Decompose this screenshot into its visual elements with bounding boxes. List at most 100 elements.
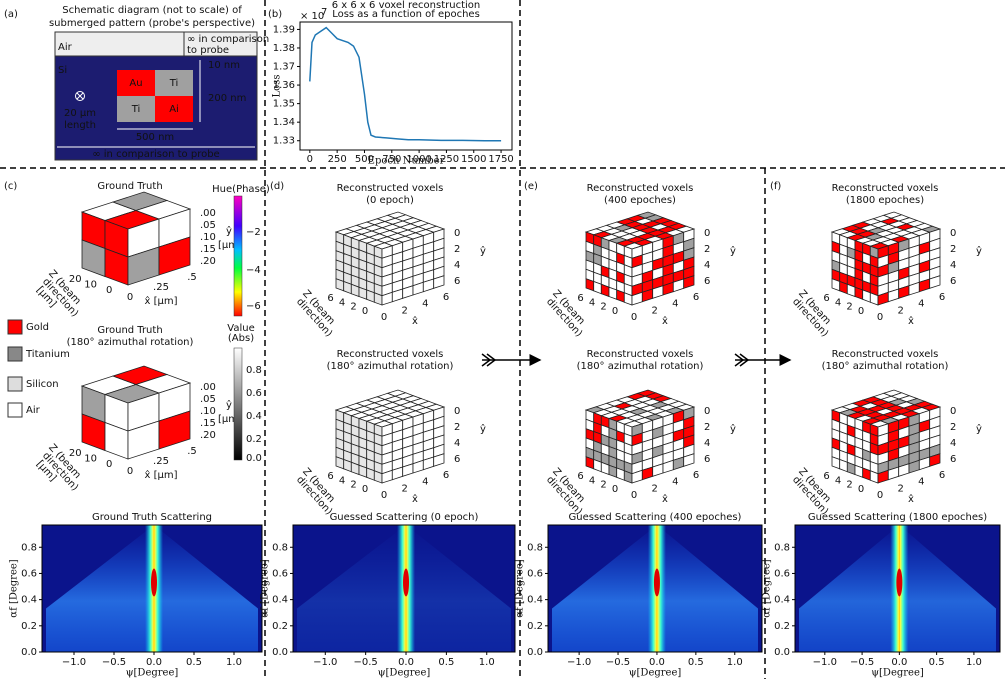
cube-x-tick: 0 [381, 490, 387, 501]
x-tick-label: 1.0 [479, 657, 495, 668]
cube-y-label: ŷ [226, 399, 232, 411]
cube-y-tick: 0 [950, 406, 956, 417]
air-label: Air [58, 42, 73, 53]
cube-y-tick: 6 [950, 454, 956, 465]
cube-x-tick: 2 [897, 305, 903, 316]
x-axis-label: ψ[Degree] [871, 668, 924, 679]
cube-x-label: x̂ [908, 493, 914, 505]
x-tick-label: 1750 [488, 154, 513, 165]
cube-y-label: ŷ [730, 423, 736, 435]
y-axis-label: αf [Degree] [9, 559, 20, 617]
cube-title: (1800 epoches) [846, 195, 924, 206]
cube-y-tick: 6 [454, 454, 460, 465]
cube-z-tick: 20 [69, 448, 82, 459]
x-tick-label: 0.5 [929, 657, 945, 668]
colorbar-hue [234, 196, 242, 316]
y-tick-label: 0.0 [21, 647, 37, 658]
cube-x-tick: 0 [127, 466, 133, 477]
y-axis-label: Loss [272, 75, 283, 98]
cube-y-tick: 0 [454, 406, 460, 417]
y-tick-label: 0.4 [21, 595, 37, 606]
cube-x-tick: 2 [401, 305, 407, 316]
cube-z-label: Z (beamdirection) [789, 288, 838, 339]
cube-x-label: x̂ [908, 315, 914, 327]
cube-y-tick: 6 [454, 276, 460, 287]
cube-z-tick: 10 [84, 280, 97, 291]
cube-y-tick: .20 [200, 430, 216, 441]
cube-x-tick: 6 [693, 292, 699, 303]
colorbar-label: (Abs) [228, 333, 254, 344]
colorbar-tick: 0.2 [246, 434, 262, 445]
cube-z-tick: 4 [339, 475, 345, 486]
cube-y-tick: .10 [200, 406, 216, 417]
dim-label: 10 nm [208, 60, 240, 71]
loss-line [310, 28, 501, 141]
cube-x-label: x̂ [412, 493, 418, 505]
y-tick-label: 0.0 [272, 647, 288, 658]
plot-frame [300, 22, 512, 150]
cube-x-tick: 6 [443, 470, 449, 481]
colorbar-value [234, 348, 242, 460]
si-label: Si [58, 65, 67, 76]
cube-x-tick: 0 [877, 490, 883, 501]
x-tick-label: 0.0 [398, 657, 414, 668]
colorbar-tick: 0.4 [246, 411, 262, 422]
x-tick-label: 0.0 [891, 657, 907, 668]
length-label: length [64, 120, 96, 131]
cube-y-tick: .00 [200, 382, 216, 393]
cube-x-tick: 0 [127, 292, 133, 303]
cube-x-tick: 2 [651, 305, 657, 316]
cube-y-label: ŷ [976, 423, 982, 435]
cube-x-tick: 6 [939, 470, 945, 481]
panel-label: (b) [268, 9, 282, 20]
cube-z-tick: 0 [362, 306, 368, 317]
colorbar-tick: −6 [246, 301, 261, 312]
cube-x-tick: .25 [153, 282, 169, 293]
x-axis-label: Epoch Number [368, 156, 445, 167]
y-tick-label: 0.2 [272, 621, 288, 632]
cube-y-tick: 2 [950, 244, 956, 255]
cube-x-tick: 6 [939, 292, 945, 303]
legend-label: Titanium [25, 349, 70, 360]
cube-y-tick: 0 [454, 228, 460, 239]
legend-swatch [8, 377, 22, 391]
cube-title: Reconstructed voxels [337, 349, 444, 360]
y-tick-label: 0.8 [527, 542, 543, 553]
cube-y-tick: 4 [454, 260, 460, 271]
cube-z-label: Z (beamdirection) [543, 288, 592, 339]
schematic-title: Schematic diagram (not to scale) of [62, 5, 242, 16]
y-tick-label: 0.6 [272, 568, 288, 579]
heatmap-peak [151, 569, 157, 597]
x-axis-label: ψ[Degree] [378, 668, 431, 679]
y-tick-label: 0.6 [774, 568, 790, 579]
legend-swatch [8, 347, 22, 361]
y-axis-label: αf [Degree] [260, 559, 271, 617]
air-note: to probe [187, 45, 229, 56]
cube-y-tick: 6 [704, 276, 710, 287]
x-tick-label: 0 [307, 154, 313, 165]
x-tick-label: −1.0 [813, 657, 837, 668]
cube-y-tick: 4 [950, 260, 956, 271]
cube-z-tick: 4 [835, 475, 841, 486]
cube-x-label: x̂ [412, 315, 418, 327]
y-tick-label: 0.2 [21, 621, 37, 632]
cube-y-tick: 4 [704, 438, 710, 449]
cube-x-tick: .5 [187, 446, 197, 457]
panel-label: (f) [770, 181, 781, 192]
cube-y-tick: 6 [950, 276, 956, 287]
cube-y-label: ŷ [226, 225, 232, 237]
x-tick-label: −0.5 [354, 657, 378, 668]
cube-z-tick: 4 [339, 297, 345, 308]
cube-z-tick: 10 [84, 454, 97, 465]
cube-y-label: ŷ [976, 245, 982, 257]
cube-x-tick: 6 [693, 470, 699, 481]
figure: (a)(b)(c)(d)(e)(f)Schematic diagram (not… [0, 0, 1005, 679]
cube-z-tick: 0 [106, 285, 112, 296]
y-tick-label: 0.0 [527, 647, 543, 658]
y-tick-label: 0.6 [21, 568, 37, 579]
cube-x-tick: 4 [672, 299, 678, 310]
legend-label: Silicon [26, 379, 59, 390]
colorbar-tick: 0.6 [246, 388, 262, 399]
cube-z-tick: 2 [350, 480, 356, 491]
y-tick-label: 1.38 [273, 43, 295, 54]
